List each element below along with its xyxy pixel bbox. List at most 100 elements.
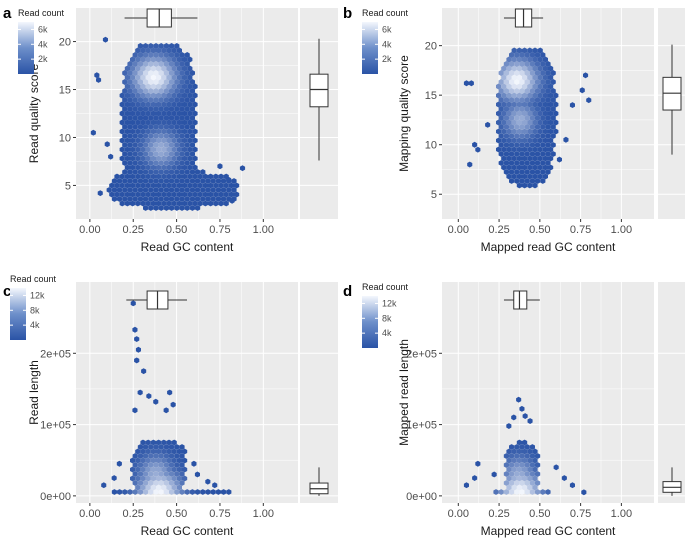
hexbin-cell [140,200,146,207]
hexbin-cell [161,448,167,455]
hexbin-cell [532,475,538,482]
hexbin-cell [503,142,509,148]
hexbin-cell [535,115,541,121]
hexbin-cell [130,110,136,117]
hexbin-outlier [519,405,525,412]
hexbin-cell [137,115,143,121]
x-tick-label: 1.00 [611,508,632,520]
hexbin-cell [228,191,234,198]
hexbin-cell [122,187,128,193]
hexbin-cell [503,489,509,495]
hexbin-cell [532,65,538,72]
hexbin-cell [548,110,554,117]
hexbin-cell [529,453,535,459]
hexbin-cell [148,169,154,175]
hexbin-cell [501,128,507,135]
hexbin-cell [158,196,164,202]
hexbin-cell [195,169,201,175]
hexbin-cell [522,173,528,180]
hexbin-cell [150,439,156,446]
hexbin-outlier [511,414,517,421]
hexbin-cell [174,462,180,468]
hexbin-cell [498,79,504,85]
hexbin-cell [150,164,156,171]
hexbin-cell [124,128,130,135]
hexbin-cell [506,119,512,126]
hexbin-cell [153,151,159,157]
hexbin-cell [187,200,193,207]
hexbin-cell [503,462,509,468]
hexbin-cell [140,101,146,108]
hexbin-cell [524,444,530,450]
hexbin-cell [163,462,169,468]
legend-label: 12k [382,298,397,308]
hexbin-cell [153,205,159,211]
hexbin-cell [137,106,143,112]
hexbin-cell [542,119,548,126]
hexbin-cell [140,439,146,446]
hexbin-cell [509,124,515,130]
hexbin-cell [119,119,125,126]
hexbin-cell [540,160,546,166]
hexbin-cell [522,182,528,189]
hexbin-cell [114,173,120,180]
hexbin-cell [127,151,133,157]
hexbin-outlier [170,401,176,408]
hexbin-cell [501,74,507,81]
hexbin-outlier [569,102,575,108]
hexbin-cell [169,106,175,112]
hexbin-cell [509,453,515,459]
hexbin-cell [106,187,112,193]
hexbin-cell [189,489,195,495]
hexbin-cell [540,133,546,139]
hexbin-cell [143,43,149,49]
hexbin-cell [166,466,172,473]
hexbin-cell [163,151,169,157]
hexbin-cell [171,137,177,144]
hexbin-cell [192,173,198,180]
hexbin-cell [145,56,151,63]
hexbin-cell [506,448,512,455]
hexbin-cell [519,115,525,121]
hexbin-cell [122,106,128,112]
hexbin-cell [137,187,143,193]
hexbin-cell [537,137,543,144]
hexbin-cell [166,191,172,198]
hexbin-cell [184,142,190,148]
hexbin-cell [145,484,151,491]
hexbin-cell [535,151,541,157]
hexbin-cell [143,97,149,103]
hexbin-cell [150,83,156,90]
hexbin-outlier [553,464,559,471]
hexbin-cell [182,65,188,72]
hexbin-cell [540,151,546,157]
y-axis-title: Read quality score [27,63,41,163]
hexbin-cell [516,182,522,189]
hexbin-cell [545,61,551,67]
hexbin-cell [524,133,530,139]
hexbin-cell [145,475,151,482]
hexbin-cell [124,173,130,180]
hexbin-cell [174,187,180,193]
hexbin-cell [210,489,216,495]
hexbin-cell [153,52,159,58]
hexbin-cell [187,173,193,180]
hexbin-cell [161,101,167,108]
hexbin-cell [174,43,180,49]
hexbin-cell [503,97,509,103]
hexbin-cell [124,137,130,144]
hexbin-cell [150,182,156,189]
hexbin-cell [132,79,138,85]
hexbin-cell [519,61,525,67]
hexbin-cell [132,178,138,184]
hexbin-cell [187,56,193,63]
hexbin-cell [166,484,172,491]
hexbin-cell [163,444,169,450]
hexbin-cell [176,475,182,482]
hexbin-cell [140,182,146,189]
hexbin-cell [208,182,214,189]
hexbin-cell [514,169,520,175]
hexbin-cell [158,79,164,85]
hexbin-cell [176,484,182,491]
hexbin-cell [545,79,551,85]
